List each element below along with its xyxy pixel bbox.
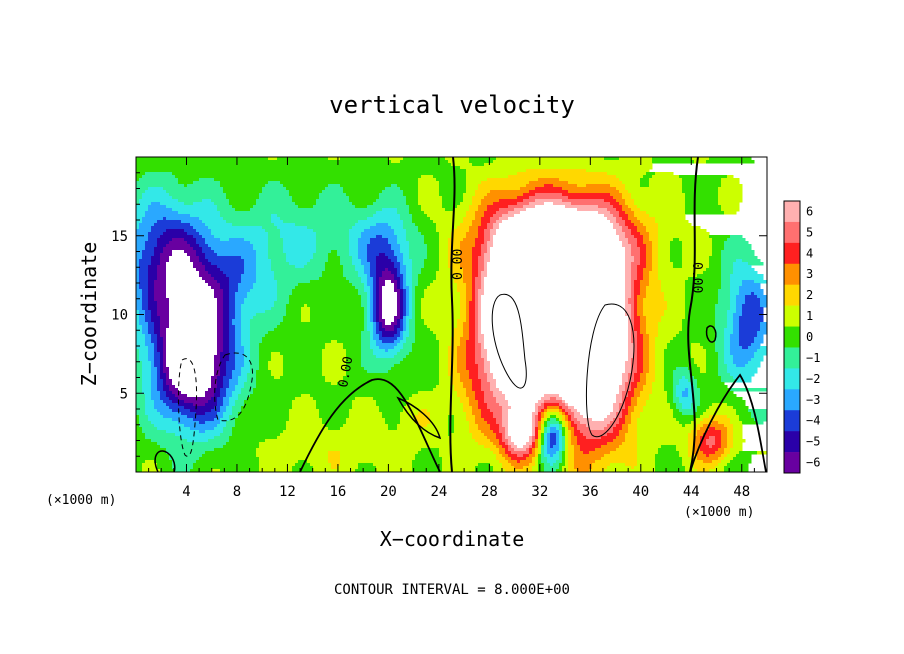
colorbar-label: −4 bbox=[806, 414, 820, 428]
x-tick-label: 40 bbox=[632, 484, 649, 500]
x-axis-label: X−coordinate bbox=[380, 527, 525, 551]
x-tick-label: 28 bbox=[481, 484, 498, 500]
contour-interval-note: CONTOUR INTERVAL = 8.000E+00 bbox=[334, 582, 570, 598]
colorbar-label: −3 bbox=[806, 393, 820, 407]
x-tick-label: 44 bbox=[683, 484, 700, 500]
colorbar-swatch bbox=[784, 305, 800, 327]
colorbar-swatch bbox=[784, 242, 800, 265]
colorbar-swatch bbox=[784, 368, 800, 390]
x-axis: 4 8 12 16 20 24 28 32 36 40 44 48 bbox=[148, 157, 755, 500]
x-tick-label: 20 bbox=[380, 484, 397, 500]
colorbar-label: −5 bbox=[806, 435, 820, 449]
colorbar-swatch bbox=[784, 284, 800, 306]
contour-label: 0.00 bbox=[336, 355, 356, 388]
colorbar-label: 2 bbox=[806, 288, 813, 302]
colorbar-label: −6 bbox=[806, 456, 820, 470]
x-unit-right: (×1000 m) bbox=[684, 505, 754, 520]
colorbar-label: 4 bbox=[806, 246, 813, 260]
colorbar-label: −2 bbox=[806, 372, 820, 386]
contour-labels: 0.00 0.00 0.00 bbox=[336, 249, 704, 389]
colorbar: 6 5 4 3 2 1 0 −1 −2 −3 −4 −5 −6 bbox=[783, 200, 820, 474]
colorbar-swatch bbox=[784, 201, 800, 223]
zero-contour-lower-right bbox=[689, 373, 767, 473]
colorbar-label: 3 bbox=[806, 267, 813, 281]
x-tick-label: 8 bbox=[233, 484, 241, 500]
y-axis: 5 10 15 bbox=[111, 172, 767, 457]
zero-contour-right bbox=[687, 156, 699, 473]
zero-contour-lens bbox=[396, 396, 442, 440]
zero-contour-small-2 bbox=[705, 325, 717, 343]
colorbar-swatch bbox=[784, 263, 800, 285]
x-tick-label: 48 bbox=[733, 484, 750, 500]
colorbar-label: 1 bbox=[806, 309, 813, 323]
x-tick-label: 36 bbox=[582, 484, 599, 500]
colorbar-swatch bbox=[784, 221, 800, 244]
colorbar-swatch bbox=[784, 347, 800, 369]
colorbar-swatch bbox=[784, 410, 800, 432]
zero-contour-center bbox=[449, 156, 456, 473]
x-tick-label: 16 bbox=[329, 484, 346, 500]
colorbar-swatch bbox=[784, 389, 800, 411]
x-tick-label: 12 bbox=[279, 484, 296, 500]
contour-lines bbox=[154, 156, 767, 473]
colorbar-label: 0 bbox=[806, 330, 813, 344]
x-unit-left: (×1000 m) bbox=[46, 493, 116, 508]
positive-contour-1 bbox=[491, 293, 527, 389]
negative-contour-2 bbox=[214, 352, 254, 422]
colorbar-label: 6 bbox=[806, 204, 813, 218]
colorbar-swatch bbox=[784, 431, 800, 453]
colorbar-swatch bbox=[784, 326, 800, 348]
y-tick-label: 10 bbox=[111, 308, 128, 324]
colorbar-frame bbox=[783, 200, 801, 474]
colorbar-label: 5 bbox=[806, 225, 813, 239]
colorbar-label: −1 bbox=[806, 351, 820, 365]
y-axis-label: Z−coordinate bbox=[77, 242, 101, 387]
zero-contour-small-1 bbox=[154, 450, 176, 473]
y-tick-label: 5 bbox=[120, 386, 128, 402]
x-tick-label: 4 bbox=[182, 484, 190, 500]
y-tick-label: 15 bbox=[111, 229, 128, 245]
chart-title: vertical velocity bbox=[329, 91, 575, 119]
zero-contour-lower-left bbox=[299, 378, 441, 473]
colorbar-swatch bbox=[784, 452, 800, 474]
x-tick-label: 24 bbox=[430, 484, 447, 500]
x-tick-label: 32 bbox=[531, 484, 548, 500]
negative-contour-1 bbox=[177, 358, 198, 457]
contour-label: 0.00 bbox=[689, 262, 704, 293]
positive-contour-2 bbox=[585, 303, 635, 438]
contour-label: 0.00 bbox=[451, 249, 466, 280]
